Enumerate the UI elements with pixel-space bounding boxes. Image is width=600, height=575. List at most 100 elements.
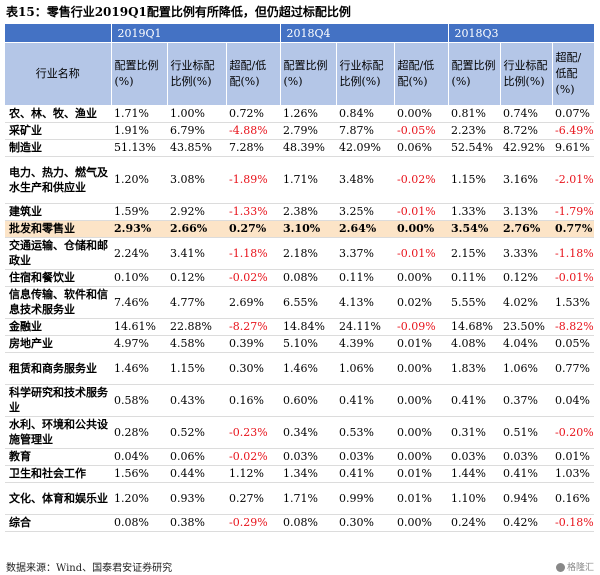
value-cell: 0.01% [397,337,432,350]
value-cell: 0.06% [170,450,205,463]
value-cell: -8.27% [229,320,268,333]
value-cell: 3.10% [280,220,337,237]
value-cell: 3.41% [170,246,205,260]
value-cell: 0.01% [397,491,432,505]
table-row: 住宿和餐饮业 0.10% 0.12% -0.02% 0.08% 0.11% 0.00% 0.1… [5,269,595,286]
value-cell: 3.37% [339,246,374,260]
value-cell: 1.03% [555,467,590,480]
watermark-logo-icon [555,563,565,572]
value-cell: 51.13% [114,141,156,154]
industry-name-cell: 金融业 [9,320,42,333]
value-cell: 1.91% [114,124,149,137]
value-cell: 1.26% [283,106,318,120]
value-cell: 0.08% [283,516,318,529]
value-cell: 0.11% [339,271,374,284]
value-cell: 0.72% [229,106,264,120]
value-cell: 0.10% [114,271,149,284]
value-cell: 5.55% [451,295,486,309]
value-cell: 0.37% [503,393,538,407]
value-cell: 0.24% [451,516,486,529]
value-cell: 0.03% [283,450,318,463]
value-cell: -0.01% [397,205,436,218]
value-cell: 1.46% [283,361,318,375]
value-cell: 0.01% [397,467,432,480]
value-cell: 2.15% [451,246,486,260]
value-cell: -2.01% [555,173,594,186]
value-cell: 1.34% [283,467,318,480]
value-cell: 7.87% [339,124,374,137]
over-under-header: 超配/低配(%) [394,42,449,105]
value-cell: 1.71% [283,491,318,505]
header-corner [5,24,112,43]
value-cell: -1.18% [555,246,594,260]
value-cell: 0.04% [114,450,149,463]
value-cell: 14.68% [451,320,493,333]
value-cell: 2.38% [283,205,318,218]
value-cell: -0.23% [229,425,268,439]
value-cell: -0.02% [229,450,268,463]
allocation-header: 配置比例(%) [111,42,168,105]
value-cell: 2.79% [283,124,318,137]
industry-name-cell: 水利、环境和公共设施管理业 [9,418,108,446]
benchmark-header: 行业标配比例(%) [500,42,553,105]
value-cell: 0.58% [114,393,149,407]
value-cell: 0.41% [503,467,538,480]
value-cell: 3.33% [503,246,538,260]
value-cell: -6.49% [555,124,594,137]
value-cell: 0.51% [503,425,538,439]
value-cell: 3.13% [503,205,538,218]
over-under-header: 超配/低配(%) [552,42,595,105]
value-cell: 0.94% [503,491,538,505]
table-row: 综合 0.08% 0.38% -0.29% 0.08% 0.30% 0.00% 0.24% 0.… [5,514,595,531]
table-row: 水利、环境和公共设施管理业 0.28% 0.52% -0.23% 0.34% 0.53% 0… [5,416,595,448]
table-row: 教育 0.04% 0.06% -0.02% 0.03% 0.03% 0.00% 0.03% 0.… [5,448,595,465]
value-cell: 1.46% [114,361,149,375]
value-cell: -1.33% [229,205,268,218]
table-row: 电力、热力、燃气及水生产和供应业 1.20% 3.08% -1.89% 1.71% 3.4… [5,156,595,203]
value-cell: 14.61% [114,320,156,333]
value-cell: 0.11% [451,271,486,284]
value-cell: 0.00% [397,516,432,529]
value-cell: -4.88% [229,124,268,137]
value-cell: 5.10% [283,337,318,350]
value-cell: 52.54% [451,141,493,154]
value-cell: 1.06% [503,361,538,375]
value-cell: 2.18% [283,246,318,260]
value-cell: 0.44% [170,467,205,480]
value-cell: 1.15% [170,361,205,375]
value-cell: 2.93% [111,220,167,237]
value-cell: 0.00% [397,393,432,407]
value-cell: -0.20% [555,425,594,439]
value-cell: 0.53% [339,425,374,439]
value-cell: -1.79% [555,205,594,218]
source-note: 数据来源：Wind、国泰君安证券研究 [6,563,173,574]
benchmark-header: 行业标配比例(%) [336,42,395,105]
value-cell: -0.01% [397,246,436,260]
value-cell: 1.20% [114,173,149,186]
value-cell: 24.11% [339,320,381,333]
value-cell: 1.71% [114,106,149,120]
industry-name-cell: 房地产业 [9,337,53,350]
value-cell: 0.06% [397,141,432,154]
value-cell: 0.08% [114,516,149,529]
industry-name-cell: 住宿和餐饮业 [9,271,75,284]
column-header-row: 行业名称 配置比例(%) 行业标配比例(%) 超配/低配(%) 配置比例(%) … [5,42,595,105]
value-cell: 0.38% [170,516,205,529]
value-cell: 6.79% [170,124,205,137]
industry-name-cell: 交通运输、仓储和邮政业 [9,239,108,267]
value-cell: 1.59% [114,205,149,218]
value-cell: 4.13% [339,295,374,309]
value-cell: -0.02% [229,271,268,284]
value-cell: 3.08% [170,173,205,186]
value-cell: -1.18% [229,246,268,260]
value-cell: 7.46% [114,295,149,309]
value-cell: 0.16% [555,491,590,505]
value-cell: 3.25% [339,205,374,218]
industry-name-cell: 制造业 [9,141,42,154]
value-cell: 0.12% [170,271,205,284]
watermark: 格隆汇 [555,560,594,573]
value-cell: 1.33% [451,205,486,218]
value-cell: 0.39% [229,337,264,350]
value-cell: 0.27% [226,220,281,237]
value-cell: 3.16% [503,173,538,186]
